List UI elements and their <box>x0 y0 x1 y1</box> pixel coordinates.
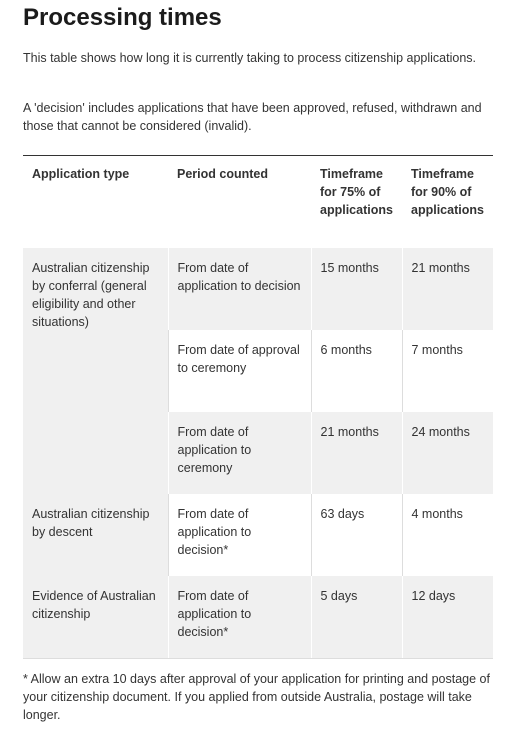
timeframe-90: 24 months <box>401 412 493 494</box>
page-title: Processing times <box>23 4 222 31</box>
period-counted: From date of application to decision <box>167 248 311 330</box>
period-counted: From date of application to decision* <box>167 494 311 576</box>
period-counted: From date of application to decision* <box>167 576 311 659</box>
timeframe-90: 4 months <box>401 494 493 576</box>
timeframe-90: 21 months <box>401 248 493 330</box>
table-row: Evidence of Australian citizenship From d… <box>23 576 493 659</box>
footnote: * Allow an extra 10 days after approval … <box>23 672 490 722</box>
timeframe-75: 63 days <box>310 494 402 576</box>
processing-table: Application type Period counted Timeframe … <box>23 155 493 659</box>
column-header: Application type <box>32 167 130 181</box>
table-body: Australian citizenship by conferral (gen… <box>23 248 493 659</box>
column-header: Timeframe for 90% of applications <box>411 167 484 217</box>
table-row: From date of application to ceremony 21 m… <box>23 412 493 494</box>
timeframe-75: 6 months <box>310 330 402 412</box>
column-header: Timeframe for 75% of applications <box>320 167 393 217</box>
intro-paragraph: A 'decision' includes applications that … <box>23 101 482 133</box>
table-row: Australian citizenship by descent From da… <box>23 494 493 576</box>
header-row: Application type Period counted Timeframe … <box>23 156 493 249</box>
application-type: Australian citizenship by conferral (gen… <box>23 248 168 494</box>
intro-paragraph: This table shows how long it is currentl… <box>23 51 476 65</box>
timeframe-75: 5 days <box>310 576 402 659</box>
application-type: Australian citizenship by descent <box>23 494 168 576</box>
column-header: Period counted <box>177 167 268 181</box>
period-counted: From date of approval to ceremony <box>167 330 311 412</box>
timeframe-75: 21 months <box>310 412 402 494</box>
timeframe-90: 7 months <box>401 330 493 412</box>
table-row: From date of approval to ceremony 6 month… <box>23 330 493 412</box>
table-row: Australian citizenship by conferral (gen… <box>23 248 493 494</box>
timeframe-75: 15 months <box>310 248 402 330</box>
application-type: Evidence of Australian citizenship <box>23 576 168 659</box>
timeframe-90: 12 days <box>401 576 493 659</box>
period-counted: From date of application to ceremony <box>167 412 311 494</box>
